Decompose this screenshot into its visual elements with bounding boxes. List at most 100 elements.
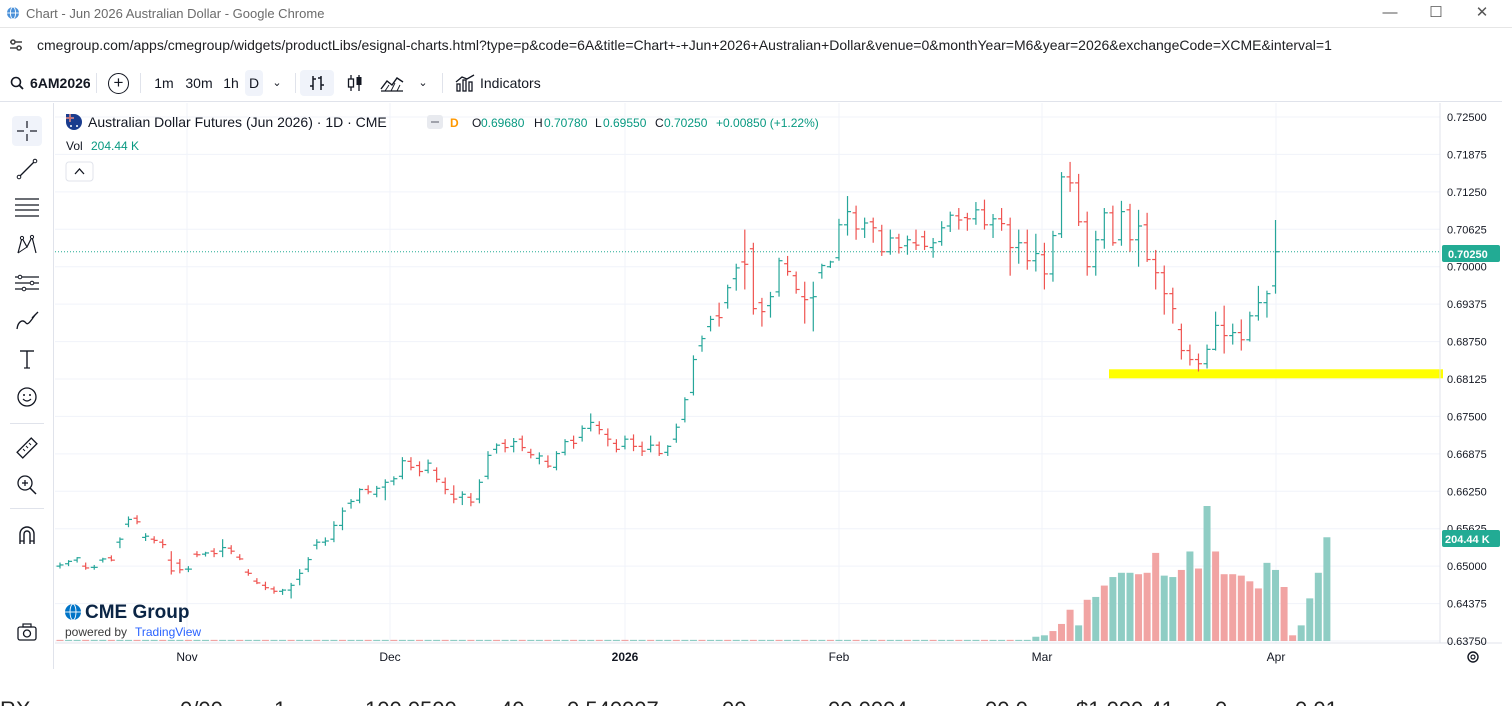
ohlc-bar — [142, 533, 150, 541]
ohlc-bar — [1160, 265, 1168, 315]
volume-bars — [56, 506, 1331, 641]
price-chart[interactable]: 0.72500 0.71875 0.71250 0.70625 0.70000 0.693… — [55, 103, 1502, 669]
volume-axis-label: 204.44 K — [1445, 534, 1490, 546]
ohlc-bar — [741, 229, 749, 290]
ohlc-bar — [672, 423, 680, 443]
volume-bar — [1075, 625, 1083, 641]
indicators-icon[interactable] — [455, 74, 475, 92]
trend-line-tool[interactable] — [12, 154, 42, 184]
bars-chart-type-button[interactable] — [300, 70, 334, 96]
chart-settings-icon[interactable] — [1467, 651, 1479, 663]
ohlc-bar — [219, 539, 227, 558]
url-field[interactable]: cmegroup.com/apps/cmegroup/widgets/produ… — [37, 37, 1332, 53]
ohlc-bar — [56, 562, 64, 569]
ohlc-bar — [570, 435, 578, 449]
ohlc-bar — [938, 221, 946, 246]
interval-d-button[interactable]: D — [245, 70, 263, 96]
tradingview-link[interactable]: TradingView — [135, 625, 201, 639]
maximize-button[interactable]: ☐ — [1429, 4, 1443, 21]
globe-icon — [7, 6, 19, 20]
brush-tool[interactable] — [12, 306, 42, 336]
volume-bar — [1246, 581, 1254, 641]
ruler-icon — [16, 437, 38, 459]
ohlc-bar — [1023, 229, 1031, 270]
volume-value: 204.44 K — [91, 139, 139, 153]
volume-bar — [681, 639, 689, 641]
ohlc-bar — [561, 439, 569, 456]
price-axis: 0.72500 0.71875 0.71250 0.70625 0.70000 0.693… — [1447, 112, 1487, 648]
ohlc-bar — [1066, 161, 1074, 192]
time-tick-label: Mar — [1032, 650, 1053, 664]
minimize-button[interactable]: — — [1382, 4, 1398, 21]
volume-bar — [356, 639, 364, 641]
ohlc-bar — [826, 260, 834, 268]
ohlc-bar — [535, 452, 543, 465]
volume-bar — [1314, 572, 1322, 641]
volume-bar — [612, 639, 620, 641]
price-tick-label: 0.66875 — [1447, 449, 1487, 461]
crosshair-tool[interactable] — [12, 116, 42, 146]
volume-bar — [1143, 572, 1151, 641]
screenshot-button[interactable] — [12, 617, 42, 647]
magnet-tool[interactable] — [12, 521, 42, 551]
chevron-down-icon[interactable]: ⌄ — [418, 77, 428, 89]
bars-icon — [310, 76, 324, 90]
volume-bar — [244, 639, 252, 641]
volume-bar — [133, 639, 141, 641]
interval-1m-button[interactable]: 1m — [154, 75, 174, 91]
line-chart-type-button[interactable] — [376, 70, 408, 96]
time-tick-label: Apr — [1267, 650, 1286, 664]
ohlc-bar — [1109, 205, 1117, 246]
collapse-legend-button[interactable] — [65, 161, 94, 182]
high-value: 0.70780 — [544, 116, 588, 130]
compare-symbol-button[interactable]: + — [108, 73, 129, 94]
measure-tool[interactable] — [12, 433, 42, 463]
volume-bar — [963, 639, 971, 641]
chart-pane[interactable]: 0.72500 0.71875 0.71250 0.70625 0.70000 0.693… — [55, 103, 1502, 669]
zoom-in-tool[interactable] — [12, 470, 42, 500]
ohlc-bar — [638, 441, 646, 456]
ohlc-bar — [647, 435, 655, 453]
volume-bar — [90, 639, 98, 641]
ohlc-bar — [587, 413, 595, 432]
ohlc-bar — [552, 451, 560, 471]
close-value: 0.70250 — [664, 116, 708, 130]
fib-retracement-tool[interactable] — [12, 192, 42, 222]
symbol-search-input[interactable]: 6AM2026 — [30, 75, 90, 91]
ohlc-bar — [818, 263, 826, 279]
volume-bar — [1297, 625, 1305, 641]
volume-bar — [1289, 635, 1297, 641]
site-settings-icon[interactable] — [8, 37, 24, 53]
toolbar-divider — [10, 423, 44, 424]
search-icon[interactable] — [10, 76, 24, 90]
volume-bar — [818, 639, 826, 641]
forecast-tool[interactable] — [12, 268, 42, 298]
pattern-tool[interactable] — [12, 230, 42, 260]
interval-1h-button[interactable]: 1h — [223, 75, 239, 91]
emoji-tool[interactable] — [12, 382, 42, 412]
volume-bar — [116, 639, 124, 641]
ohlc-bar — [921, 230, 929, 250]
chevron-down-icon[interactable]: ⌄ — [272, 77, 282, 89]
close-button[interactable]: ✕ — [1475, 4, 1489, 21]
ohlc-bar — [1272, 220, 1280, 294]
camera-icon — [17, 623, 37, 641]
ohlc-bar — [150, 536, 158, 544]
instrument-title[interactable]: Australian Dollar Futures (Jun 2026) · 1… — [88, 114, 387, 130]
volume-bar — [689, 639, 697, 641]
volume-bar — [1306, 598, 1314, 641]
ohlc-bar — [484, 451, 492, 480]
text-tool[interactable] — [12, 344, 42, 374]
ohlc-bar — [82, 562, 90, 570]
candles-chart-type-button[interactable] — [340, 70, 370, 96]
volume-bar — [792, 639, 800, 641]
ohlc-bar — [878, 224, 886, 256]
volume-bar — [236, 639, 244, 641]
price-tick-label: 0.72500 — [1447, 112, 1487, 124]
volume-bar — [912, 639, 920, 641]
interval-30m-button[interactable]: 30m — [185, 75, 213, 91]
volume-bar — [1152, 552, 1160, 641]
ohlc-bar — [715, 302, 723, 327]
volume-bar — [510, 639, 518, 641]
indicators-button[interactable]: Indicators — [480, 75, 541, 91]
